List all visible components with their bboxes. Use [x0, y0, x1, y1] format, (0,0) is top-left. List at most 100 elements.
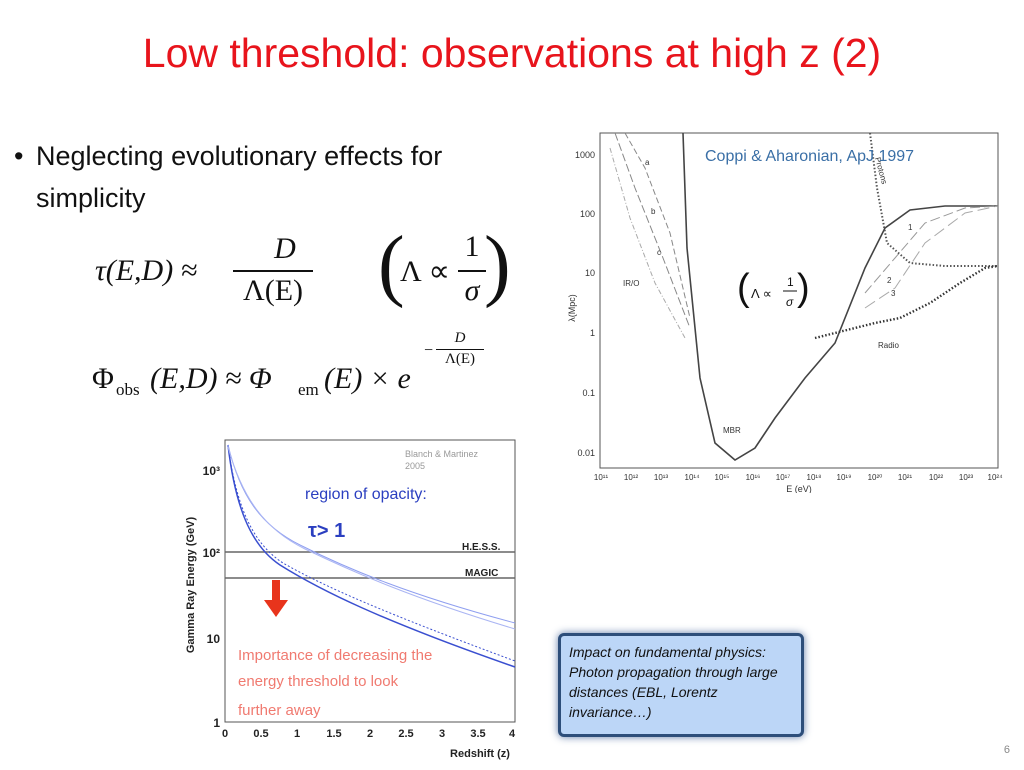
horizon-ytick: 10³ [203, 464, 220, 478]
horizon-xtick: 4 [509, 728, 516, 740]
exp-numerator: D [454, 330, 466, 346]
mfp-figure: 1000 100 10 1 0.1 0.01 λ(Mpc) 10¹¹ 10¹² … [565, 128, 1005, 494]
exp-sign: − [424, 342, 434, 359]
horizon-xtick: 1.5 [326, 728, 341, 740]
svg-text:): ) [797, 267, 810, 309]
region-label: region of opacity: [305, 486, 427, 503]
mfp-xtick: 10²¹ [898, 473, 913, 482]
mfp-ytick: 0.1 [582, 388, 595, 398]
exp-denominator: Λ(E) [444, 351, 476, 367]
mfp-xtick: 10¹⁸ [807, 473, 822, 482]
mfp-xtick: 10²⁴ [988, 473, 1004, 482]
mfp-ytick: 10 [585, 268, 595, 278]
lambda-prop: Λ ∝ [400, 255, 450, 288]
tau-fraction-bar [233, 270, 313, 272]
lambda-numerator: 1 [464, 230, 480, 263]
tau-denominator: Λ(E) [242, 274, 304, 307]
curve-3 [864, 205, 999, 309]
horizon-curve-main [227, 444, 516, 668]
label-iro: IR/O [623, 279, 639, 288]
curve-a [624, 132, 691, 319]
mfp-xtick: 10¹⁹ [837, 473, 852, 482]
mbr-curve [682, 132, 998, 461]
svg-text:(: ( [737, 267, 750, 309]
horizon-curve-dotted [227, 444, 516, 662]
paren-right: ) [484, 221, 511, 309]
label-c: c [657, 248, 661, 257]
curve-c [609, 147, 686, 339]
horizon-xtick: 0 [222, 728, 228, 740]
horizon-xtick: 0.5 [253, 728, 268, 740]
mfp-xtick: 10¹⁶ [746, 473, 761, 482]
protons-curve [869, 132, 998, 267]
mfp-xtick: 10¹⁵ [715, 473, 730, 482]
horizon-xtick: 2.5 [398, 728, 413, 740]
bullet-text: Neglecting evolutionary effects for simp… [36, 141, 443, 213]
mfp-plot: 1000 100 10 1 0.1 0.01 λ(Mpc) 10¹¹ 10¹² … [567, 132, 1004, 494]
horizon-credit-1: Blanch & Martinez [405, 449, 479, 459]
mfp-ytick: 100 [580, 209, 595, 219]
horizon-xlabel: Redshift (z) [450, 748, 510, 760]
label-radio: Radio [878, 341, 899, 350]
paren-left: ( [378, 221, 405, 309]
lambda-fraction-bar [458, 270, 486, 272]
inset-formula: ( Λ ∝ 1 σ ) [737, 267, 810, 309]
horizon-ytick: 10² [203, 546, 220, 560]
importance-line-2: energy threshold to look [238, 673, 399, 690]
mfp-ylabel: λ(Mpc) [567, 294, 577, 322]
horizon-curve-upper2 [227, 446, 516, 630]
horizon-figure: 10³ 10² 10 1 Gamma Ray Energy (GeV) 0 0.… [180, 435, 520, 765]
phi-args: (E,D) ≈ Φ [150, 362, 272, 395]
mfp-xtick: 10²² [929, 473, 944, 482]
lambda-denominator: σ [464, 274, 480, 307]
mfp-ytick: 1 [590, 328, 595, 338]
mfp-xtick: 10¹² [624, 473, 639, 482]
horizon-xtick: 1 [294, 728, 300, 740]
horizon-curve-upper [227, 444, 516, 624]
mfp-xtick: 10¹⁴ [685, 473, 701, 482]
curve-b [614, 132, 691, 329]
horizon-xtick: 3.5 [470, 728, 485, 740]
horizon-ytick: 1 [213, 716, 220, 730]
horizon-xtick: 3 [439, 728, 445, 740]
mfp-xlabel: E (eV) [786, 484, 812, 493]
magic-label: MAGIC [465, 568, 498, 579]
phi-em-sub: em [298, 380, 319, 399]
mfp-ytick: 0.01 [577, 448, 595, 458]
label-1: 1 [908, 223, 913, 232]
callout-line-2: Photon propagation through large distanc… [569, 664, 778, 720]
tau-lhs: τ(E,D) ≈ [95, 254, 198, 287]
callout-line-1: Impact on fundamental physics: [569, 644, 766, 660]
mfp-xtick: 10¹⁷ [776, 473, 791, 482]
horizon-ylabel: Gamma Ray Energy (GeV) [185, 517, 197, 654]
horizon-ytick: 10 [207, 632, 221, 646]
slide-title: Low threshold: observations at high z (2… [142, 30, 882, 76]
label-a: a [645, 158, 650, 167]
horizon-credit-2: 2005 [405, 461, 425, 471]
phi-rhs: (E) × e [324, 362, 411, 395]
tau-label: τ> 1 [308, 520, 345, 542]
tau-equation: τ(E,D) ≈ D Λ(E) [95, 232, 375, 312]
inset-den: σ [786, 295, 794, 309]
importance-line-1: Importance of decreasing the [238, 647, 432, 664]
mfp-ytick: 1000 [575, 150, 595, 160]
mfp-xtick: 10¹¹ [594, 473, 609, 482]
bullet-dot: • [14, 141, 24, 171]
slide-number: 6 [1003, 744, 1010, 756]
down-arrow-head [264, 600, 288, 617]
exp-fraction-bar [436, 349, 484, 350]
horizon-xtick: 2 [367, 728, 373, 740]
label-3: 3 [891, 289, 896, 298]
lambda-equation: ( Λ ∝ 1 σ ) [378, 221, 511, 316]
mfp-xtick: 10²³ [959, 473, 974, 482]
phi-obs-sub: obs [116, 380, 140, 399]
inset-prop: Λ ∝ [751, 286, 772, 301]
tau-numerator: D [274, 232, 296, 265]
label-2: 2 [887, 276, 892, 285]
mfp-citation: Coppi & Aharonian, ApJ 1997 [705, 148, 915, 165]
physics-callout: Impact on fundamental physics: Photon pr… [558, 633, 804, 737]
importance-line-3: further away [238, 702, 321, 719]
phi-equation: Φ obs (E,D) ≈ Φ em (E) × e − D Λ(E) [92, 330, 512, 400]
hess-label: H.E.S.S. [462, 542, 501, 553]
label-b: b [651, 207, 656, 216]
